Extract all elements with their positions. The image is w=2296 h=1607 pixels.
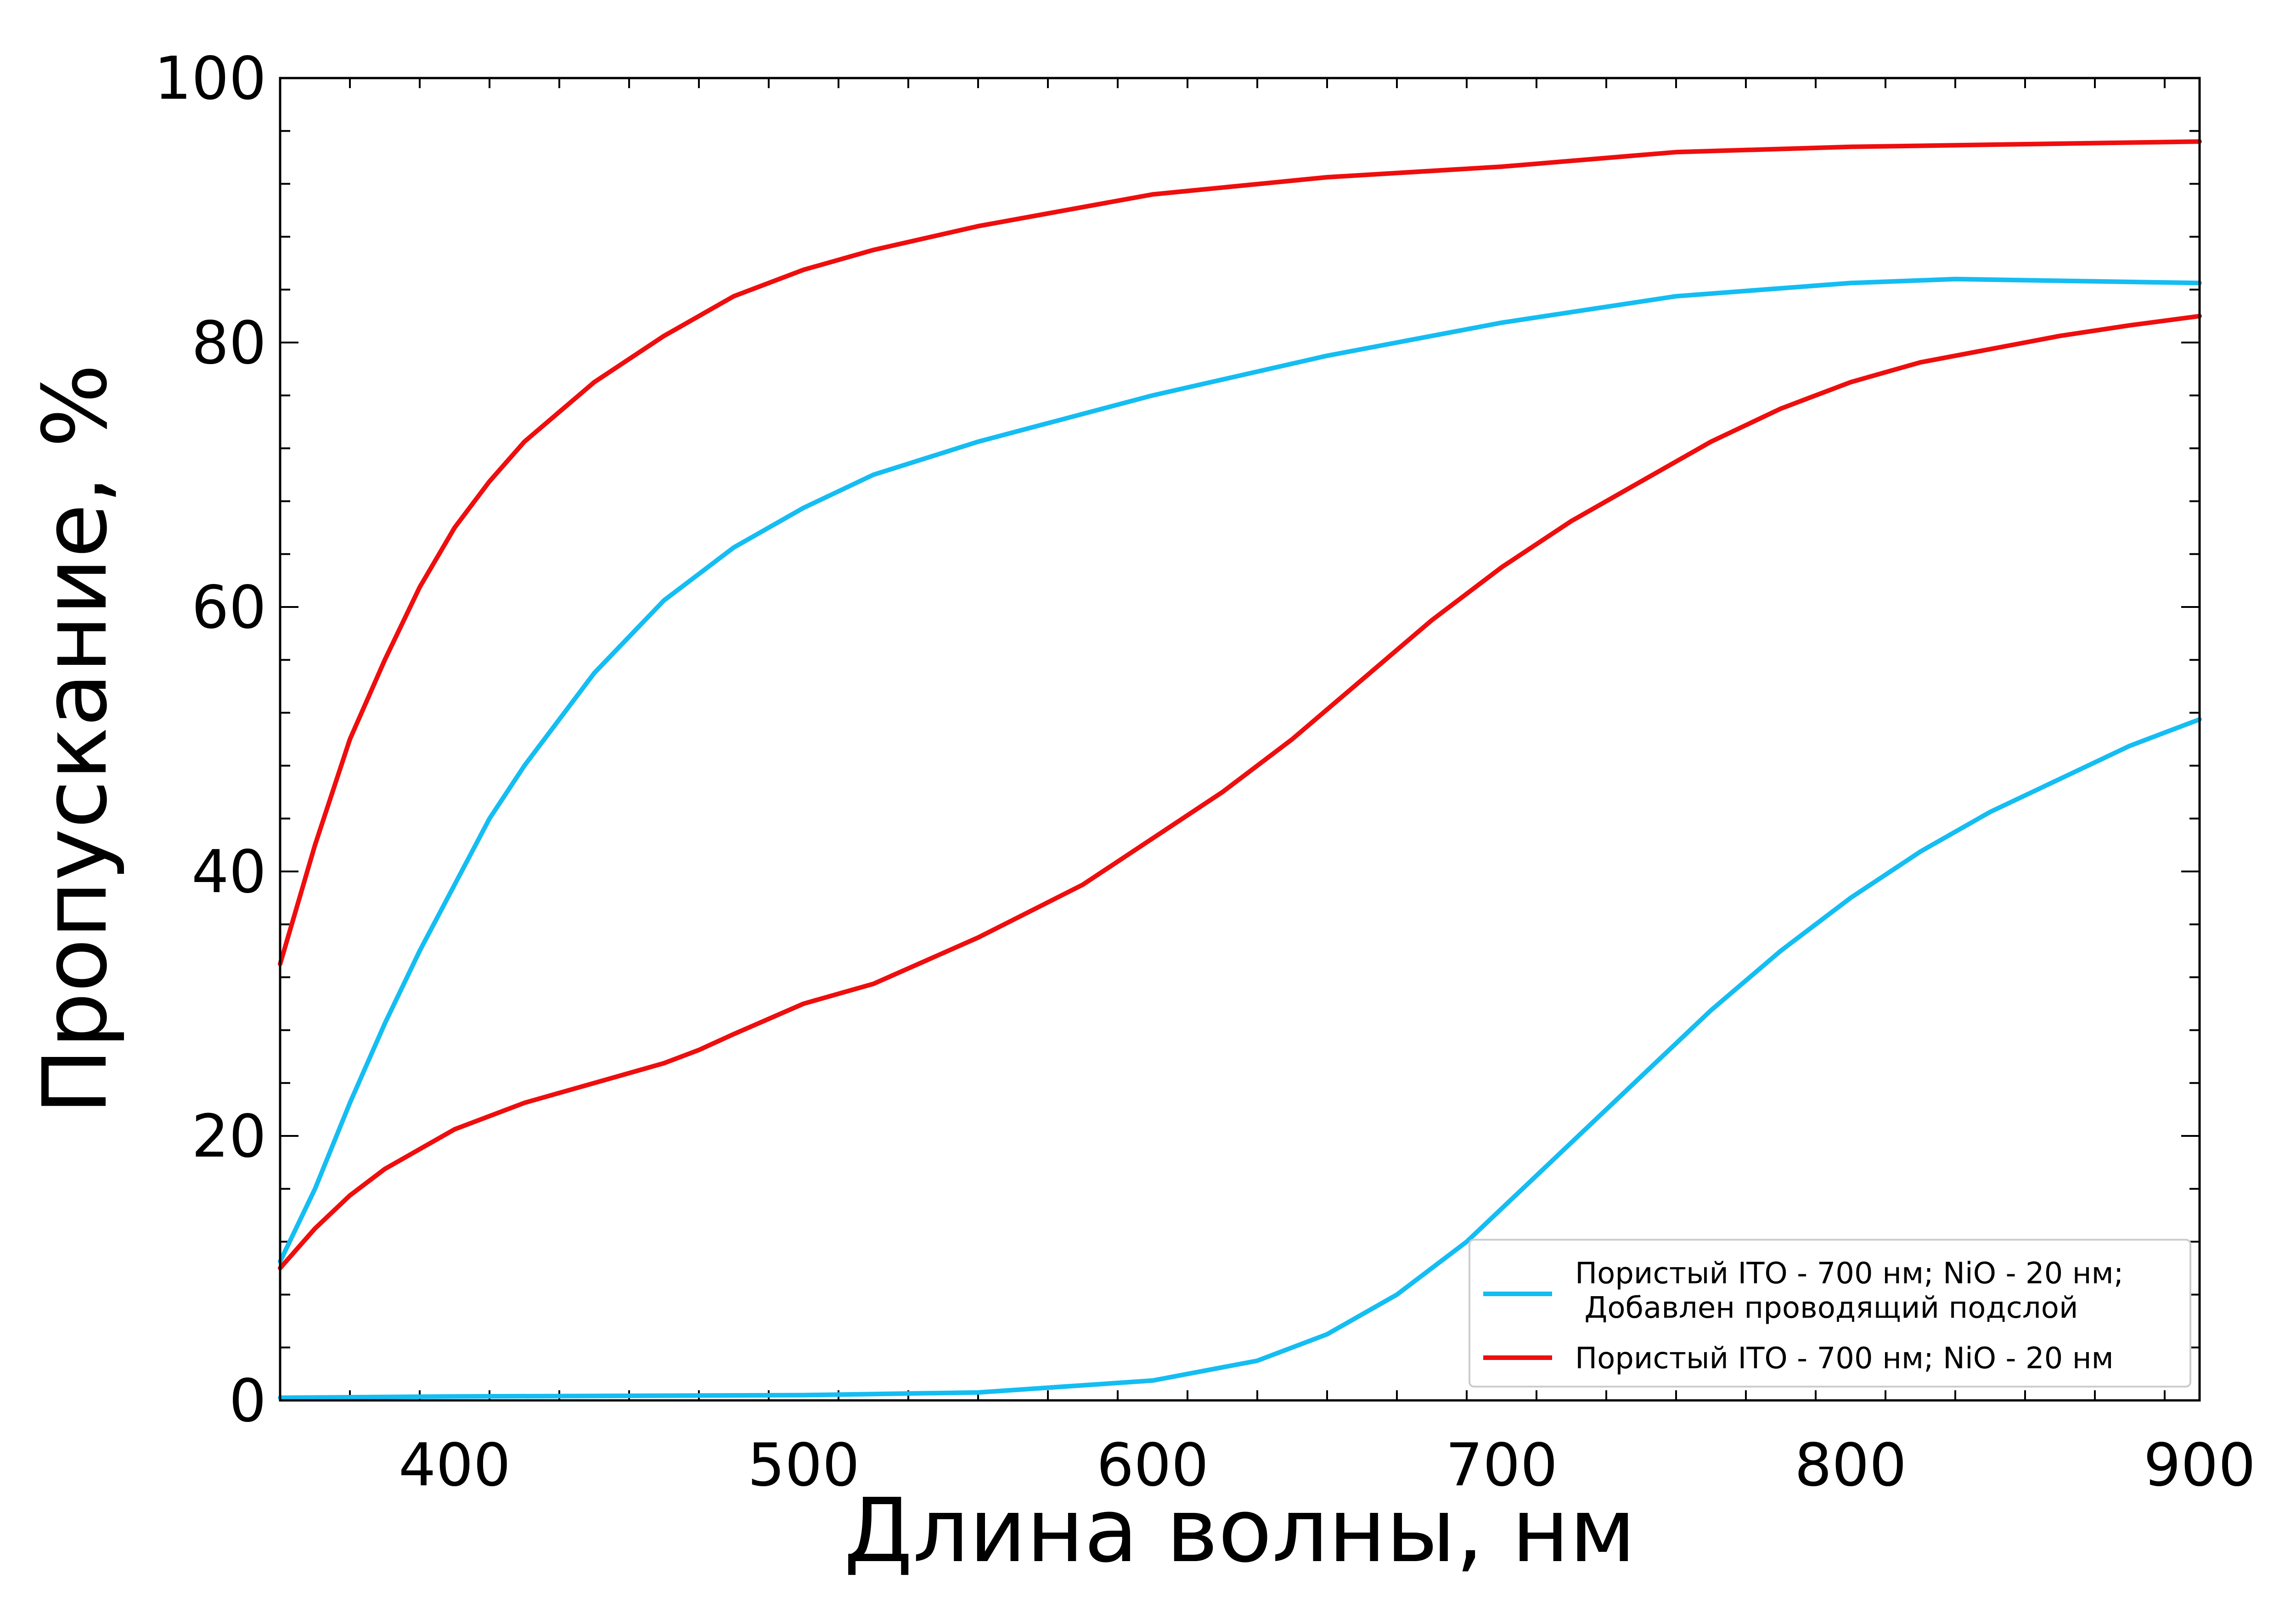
plot-frame <box>279 77 2201 1402</box>
x-tick-label: 900 <box>2144 1431 2256 1500</box>
series-2-line-1 <box>278 139 2202 966</box>
tick-labels-layer: 400 500 600 700 800 900 0 20 40 60 80 100 <box>154 45 2256 1500</box>
x-tick-label: 800 <box>1795 1431 1907 1500</box>
series-layer <box>278 139 2202 1400</box>
legend-box <box>1469 1239 2191 1388</box>
x-axis-title: Длина волны, нм <box>844 1480 1636 1582</box>
legend-label-2: Пористый ITO - 700 нм; NiO - 20 нм <box>1575 1342 2114 1376</box>
y-tick-label: 100 <box>154 45 266 113</box>
y-tick-label: 0 <box>229 1367 266 1435</box>
x-tick-label: 400 <box>399 1431 511 1500</box>
x-tick-label: 600 <box>1097 1431 1209 1500</box>
y-tick-label: 40 <box>191 838 266 906</box>
y-axis-title: Пропускание, % <box>24 364 127 1115</box>
legend-label-1: Пористый ITO - 700 нм; NiO - 20 нм; Доба… <box>1575 1257 2123 1325</box>
legend: Пористый ITO - 700 нм; NiO - 20 нм; Доба… <box>1469 1239 2191 1388</box>
x-tick-label: 500 <box>748 1431 860 1500</box>
y-tick-label: 20 <box>191 1102 266 1171</box>
series-2-line-2 <box>278 314 2202 1270</box>
series-1-line-1 <box>278 276 2202 1264</box>
y-tick-label: 80 <box>191 309 266 377</box>
y-tick-label: 60 <box>191 573 266 642</box>
x-tick-label: 700 <box>1446 1431 1558 1500</box>
series-1-line-2 <box>278 717 2202 1400</box>
